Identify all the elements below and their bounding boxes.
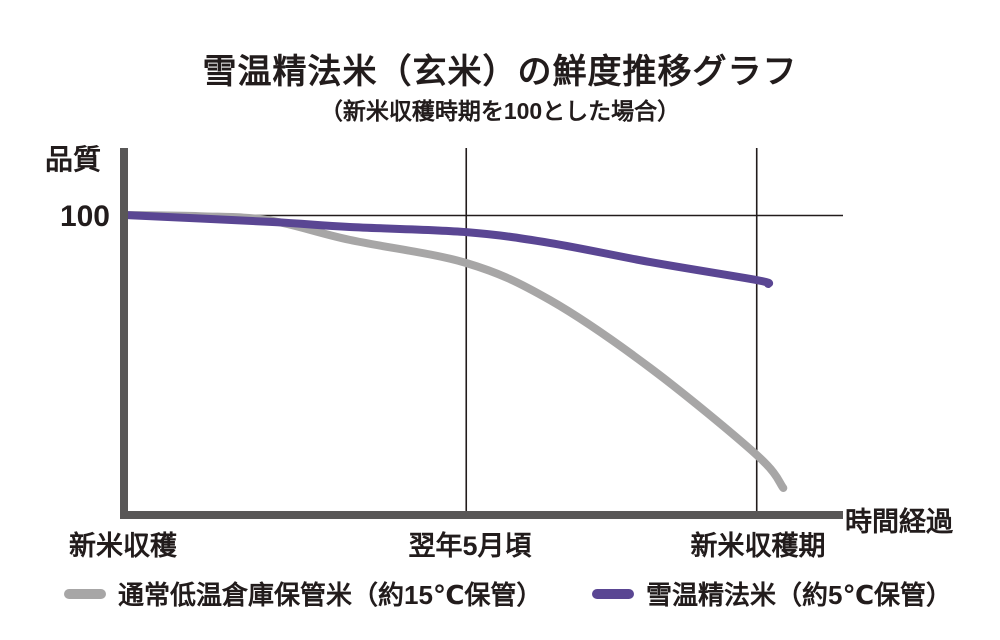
x-axis-label: 時間経過: [845, 507, 953, 537]
y-axis-label: 品質: [45, 144, 102, 175]
curve-snow-method: [120, 211, 774, 288]
legend-item-normal-storage: 通常低温倉庫保管米（約15℃保管）: [64, 575, 542, 612]
x-axis-line: [120, 511, 843, 519]
x-tick-next-may: 翌年5月頃: [408, 531, 532, 561]
x-tick-next-harvest: 新米収穫期: [690, 531, 826, 561]
legend-swatch-purple-icon: [592, 588, 634, 599]
legend: 通常低温倉庫保管米（約15℃保管） 雪温精法米（約5℃保管）: [0, 575, 1000, 615]
legend-swatch-gray-icon: [64, 588, 106, 599]
legend-label-normal-storage: 通常低温倉庫保管米（約15℃保管）: [118, 580, 543, 610]
chart-subtitle: （新米収穫時期を100とした場合）: [319, 98, 681, 124]
legend-item-snow-storage: 雪温精法米（約5℃保管）: [592, 575, 952, 612]
chart-title: 雪温精法米（玄米）の鮮度推移グラフ: [202, 53, 798, 91]
legend-label-snow-storage: 雪温精法米（約5℃保管）: [646, 580, 952, 610]
x-tick-harvest: 新米収穫: [69, 531, 177, 561]
curve-normal-storage: [120, 211, 788, 492]
data-curves: [120, 211, 788, 492]
grid-lines: [465, 148, 758, 511]
y-axis-line: [120, 148, 128, 519]
y-axis-tick-100: 100: [59, 200, 110, 233]
